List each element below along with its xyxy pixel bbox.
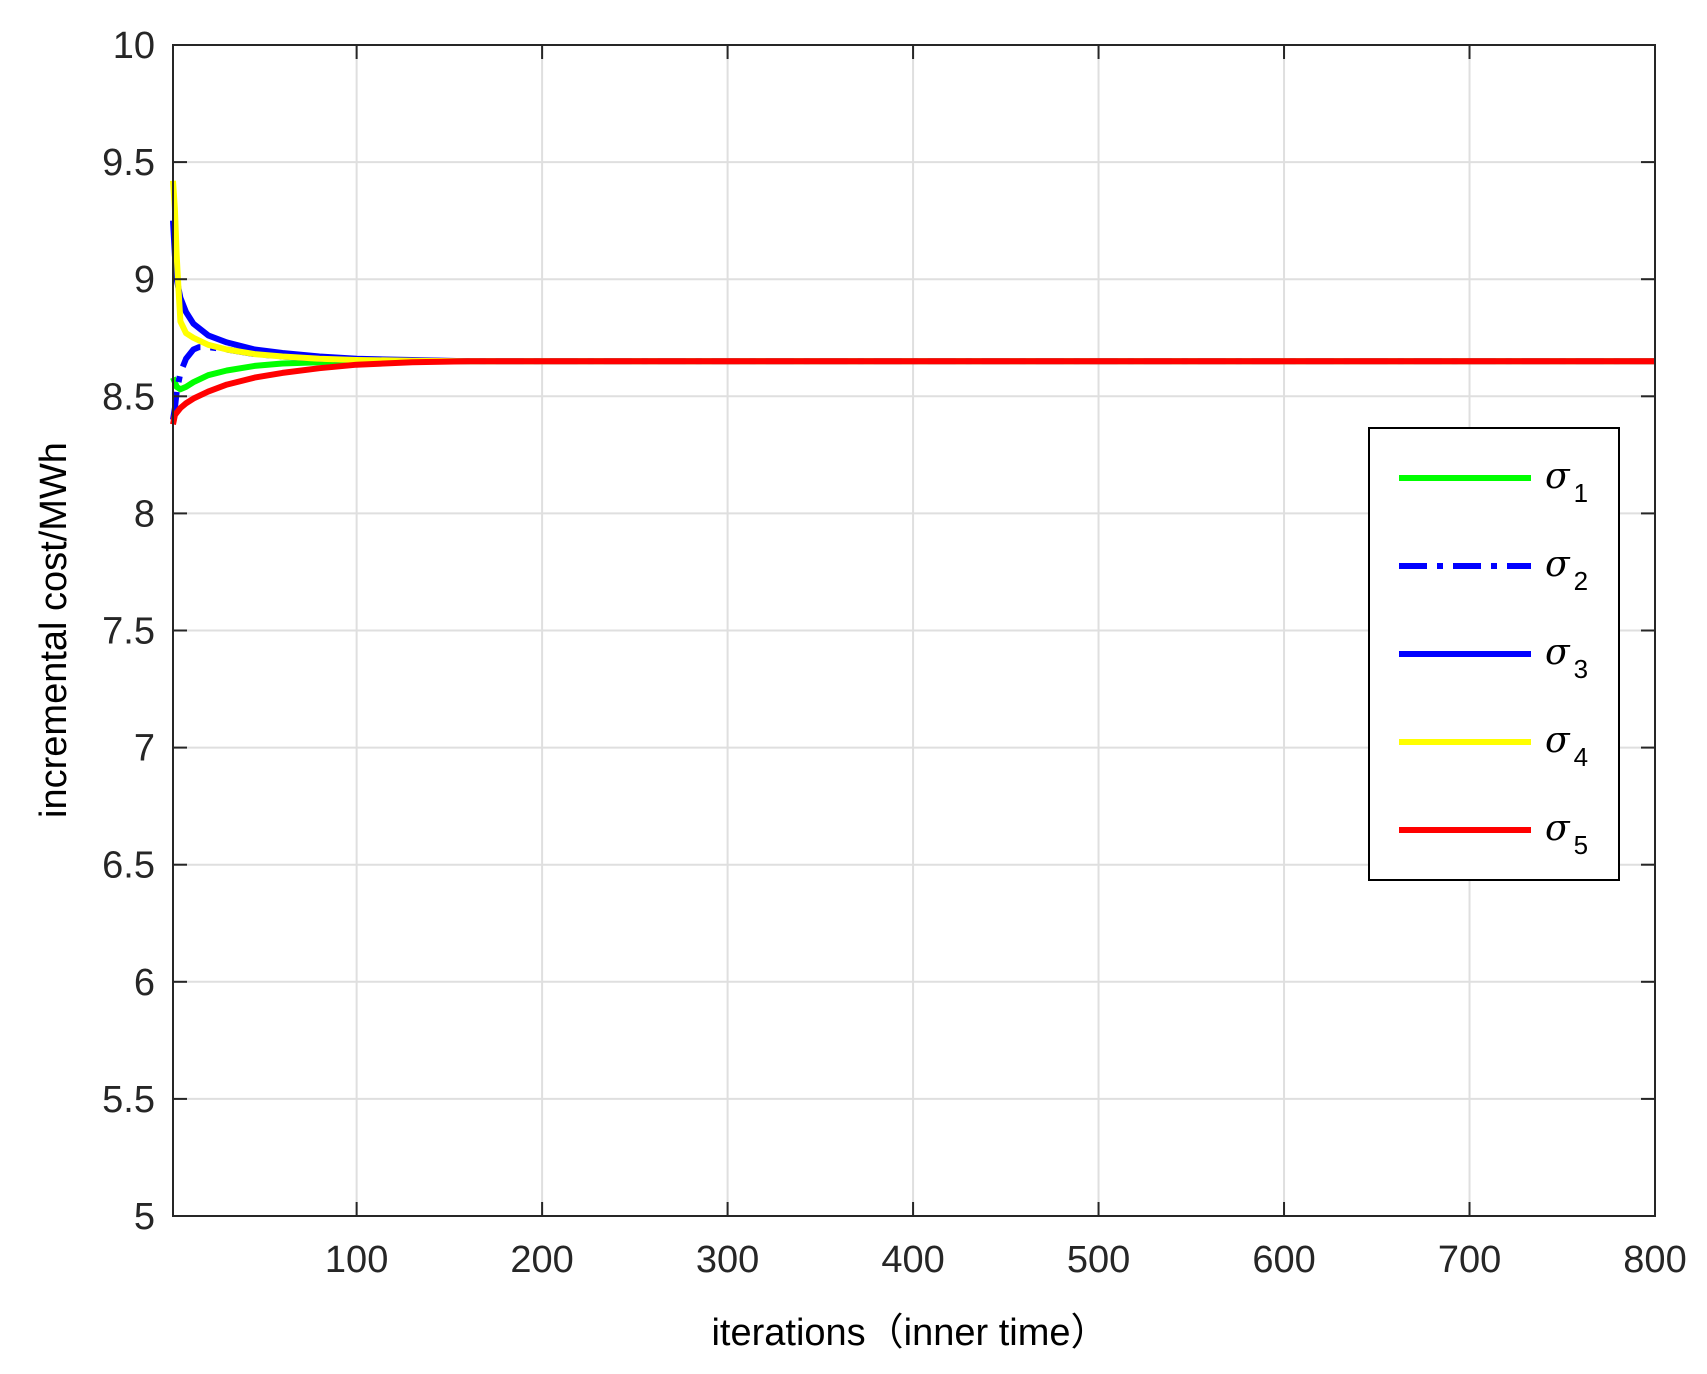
x-tick-label: 100 bbox=[325, 1239, 388, 1281]
y-tick-label: 10 bbox=[113, 25, 155, 67]
x-tick-label: 700 bbox=[1438, 1239, 1501, 1281]
legend-symbol: σ bbox=[1545, 456, 1571, 497]
legend-subscript: 4 bbox=[1574, 742, 1588, 772]
x-tick-label: 400 bbox=[881, 1239, 944, 1281]
y-tick-label: 6 bbox=[134, 962, 155, 1004]
x-tick-label: 500 bbox=[1067, 1239, 1130, 1281]
y-tick-label: 6.5 bbox=[102, 845, 155, 887]
x-axis-label: iterations（inner time） bbox=[711, 1312, 1108, 1354]
axis-ticks: 100 200 300 400 500 600 700 800 5 5.5 6 6.5 7 7.5 8 8.5… bbox=[102, 25, 1687, 1281]
x-tick-label: 800 bbox=[1623, 1239, 1686, 1281]
y-tick-label: 9 bbox=[134, 259, 155, 301]
y-axis-label: incremental cost/MWh bbox=[33, 442, 75, 818]
legend-symbol: σ bbox=[1545, 544, 1571, 585]
y-tick-label: 8.5 bbox=[102, 376, 155, 418]
legend-subscript: 3 bbox=[1574, 654, 1588, 684]
legend-subscript: 2 bbox=[1574, 566, 1588, 596]
y-tick-label: 5 bbox=[134, 1196, 155, 1238]
x-tick-label: 600 bbox=[1252, 1239, 1315, 1281]
x-tick-label: 300 bbox=[696, 1239, 759, 1281]
y-tick-label: 8 bbox=[134, 493, 155, 535]
legend-symbol: σ bbox=[1545, 720, 1571, 761]
series-line-5 bbox=[170, 358, 1655, 425]
legend-subscript: 5 bbox=[1574, 830, 1588, 860]
y-tick-label: 9.5 bbox=[102, 142, 155, 184]
legend: σ 1σ 2σ 3σ 4σ 5 bbox=[1368, 427, 1620, 881]
y-tick-label: 7 bbox=[134, 728, 155, 770]
y-tick-label: 7.5 bbox=[102, 611, 155, 653]
series-layer bbox=[170, 180, 1655, 425]
legend-symbol: σ bbox=[1545, 808, 1571, 849]
legend-symbol: σ bbox=[1545, 632, 1571, 673]
series-line-4 bbox=[170, 180, 1655, 365]
y-tick-label: 5.5 bbox=[102, 1079, 155, 1121]
legend-subscript: 1 bbox=[1574, 478, 1588, 508]
x-tick-label: 200 bbox=[510, 1239, 573, 1281]
